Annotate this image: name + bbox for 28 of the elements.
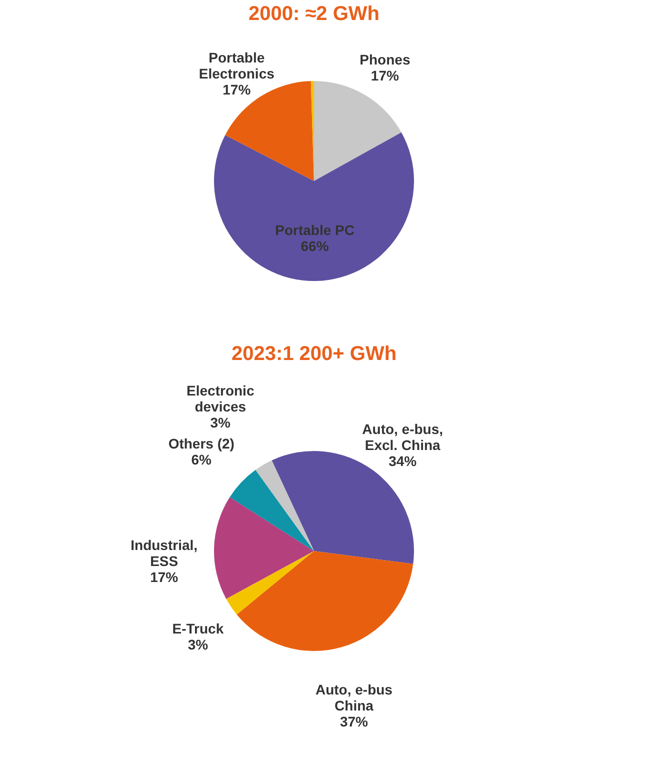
pie-slice bbox=[214, 497, 314, 599]
slice-label: Portable Electronics bbox=[198, 49, 275, 82]
pie-slice bbox=[256, 460, 314, 551]
chart-title: 2023:1 200+ GWh bbox=[231, 343, 397, 365]
data-label: 17% bbox=[150, 568, 179, 585]
slice-label: Electronic devices bbox=[186, 382, 254, 414]
data-label: 34% bbox=[388, 452, 418, 469]
data-label: 37% bbox=[340, 713, 369, 730]
data-label: 3% bbox=[188, 636, 209, 652]
slice-label: E-Truck bbox=[172, 620, 224, 636]
slice-label: Auto, e-bus China bbox=[315, 681, 393, 714]
pie-slice bbox=[225, 81, 314, 181]
data-label: 17% bbox=[370, 67, 400, 84]
slice-label: Others (2) bbox=[168, 436, 234, 452]
pie-slice bbox=[214, 132, 414, 281]
data-label: 17% bbox=[222, 81, 252, 98]
pie-slice bbox=[226, 551, 314, 614]
slice-label: Industrial, ESS bbox=[130, 536, 198, 569]
data-label: 6% bbox=[191, 452, 212, 468]
data-label: 66% bbox=[300, 238, 330, 254]
pie-slice bbox=[314, 81, 402, 181]
pie-slice bbox=[230, 470, 314, 551]
slice-label: Auto, e-bus, Excl. China bbox=[362, 420, 444, 453]
data-label: 3% bbox=[210, 414, 232, 430]
slice-label: Phones bbox=[360, 51, 410, 68]
pie-slice bbox=[236, 551, 414, 651]
slice-label: Portable PC bbox=[275, 222, 354, 238]
chart-title: 2000: ≈2 GWh bbox=[248, 3, 380, 25]
